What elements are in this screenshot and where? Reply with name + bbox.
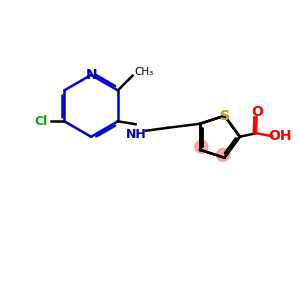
Text: Cl: Cl (35, 115, 48, 128)
Text: S: S (220, 109, 230, 123)
Text: N: N (85, 68, 97, 82)
Text: CH₃: CH₃ (134, 67, 153, 77)
Circle shape (195, 140, 208, 153)
Circle shape (217, 148, 230, 161)
Text: NH: NH (126, 128, 146, 141)
Text: O: O (251, 105, 263, 119)
Text: S: S (220, 109, 230, 123)
Text: OH: OH (269, 129, 292, 143)
